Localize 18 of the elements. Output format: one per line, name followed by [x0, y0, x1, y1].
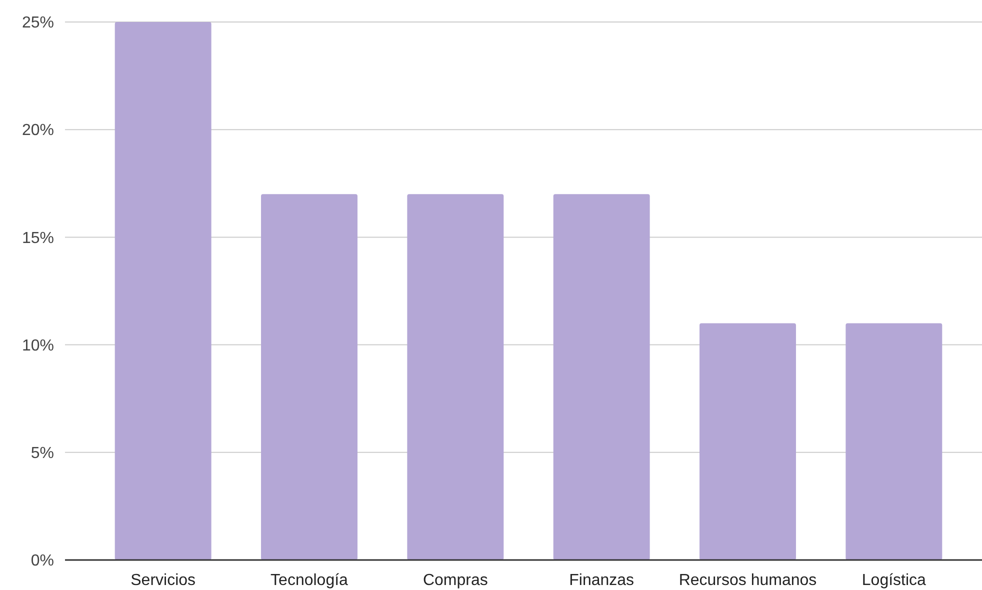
bar — [114, 22, 212, 560]
y-tick-label: 20% — [22, 122, 54, 140]
bar — [700, 323, 796, 560]
bar — [407, 194, 504, 560]
x-tick-label: Servicios — [130, 572, 196, 589]
y-tick-label: 0% — [30, 552, 54, 570]
x-tick-label: Recursos humanos — [678, 572, 817, 589]
x-tick-label: Logística — [862, 572, 926, 589]
y-tick-label: 5% — [30, 445, 54, 462]
x-tick-label: Tecnología — [270, 572, 348, 589]
x-tick-label: Finanzas — [569, 572, 634, 589]
y-tick-label: 10% — [22, 337, 54, 354]
bar — [261, 194, 358, 560]
y-tick-label: 15% — [22, 230, 54, 247]
bar — [846, 323, 942, 560]
y-tick-label: 25% — [22, 14, 54, 32]
x-tick-label: Compras — [422, 572, 488, 589]
bar — [553, 194, 650, 560]
